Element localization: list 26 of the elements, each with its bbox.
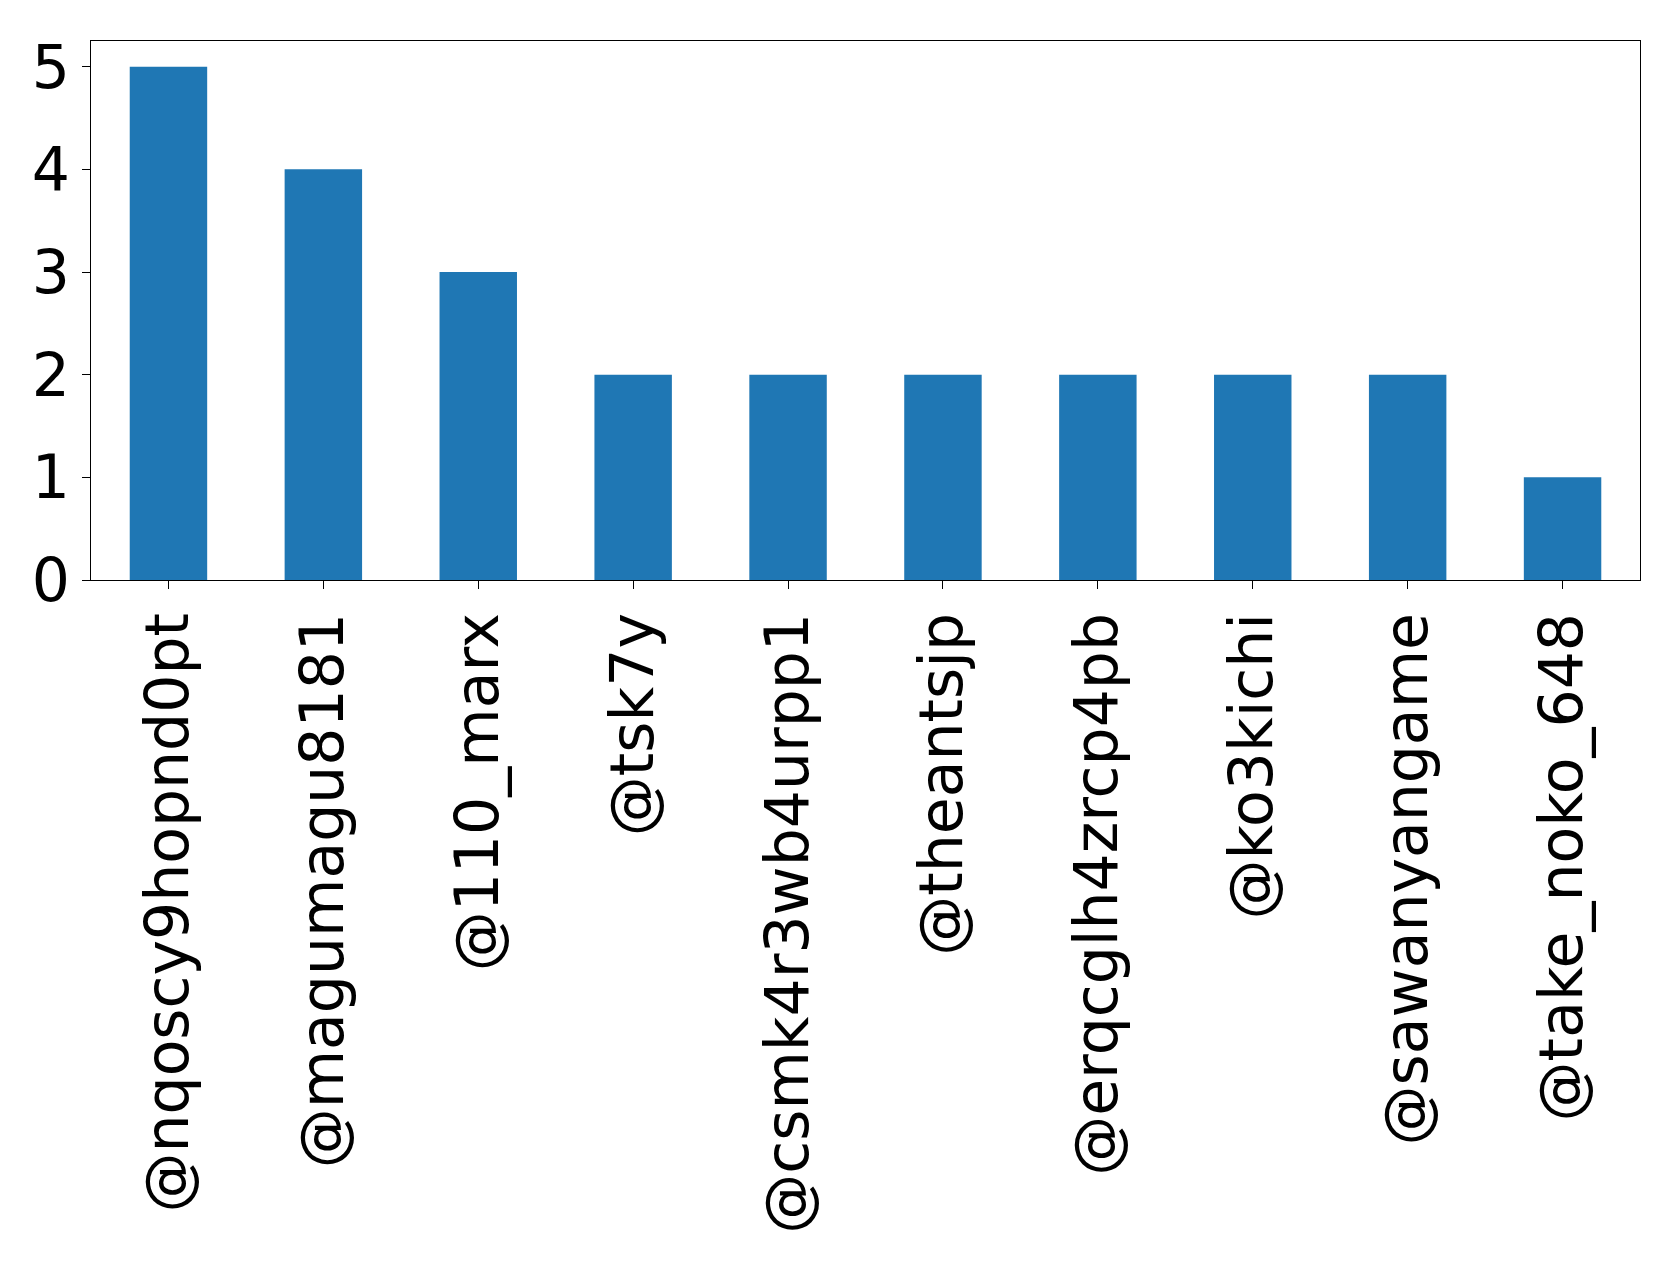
x-tick-label: @erqcglh4zrcp4pb xyxy=(1061,613,1132,1176)
x-tick-label: @magumagu8181 xyxy=(286,613,357,1169)
y-tick-label: 0 xyxy=(31,545,70,615)
bar xyxy=(1059,374,1137,580)
x-tick-label: @theantsjp xyxy=(906,613,977,956)
bar xyxy=(439,272,517,580)
bar xyxy=(1214,374,1292,580)
bar xyxy=(749,374,827,580)
x-tick-label: @sawanyangame xyxy=(1371,613,1442,1146)
y-tick-label: 1 xyxy=(31,442,70,513)
y-tick-label: 5 xyxy=(31,31,70,102)
x-tick-label: @tsk7y xyxy=(596,613,667,837)
bar xyxy=(904,374,982,580)
bar xyxy=(284,169,363,580)
x-tick-label: @ko3kichi xyxy=(1216,613,1287,920)
bar xyxy=(1368,374,1447,580)
x-tick-label: @csmk4r3wb4urpp1 xyxy=(751,613,822,1234)
x-tick-label: @nqoscy9hopnd0pt xyxy=(131,613,202,1213)
y-tick-label: 2 xyxy=(31,339,70,410)
x-tick-label: @take_noko_648 xyxy=(1526,613,1597,1122)
y-tick-label: 3 xyxy=(31,237,70,307)
bar xyxy=(129,66,208,580)
x-tick-label: @110_marx xyxy=(441,613,512,972)
y-tick-label: 4 xyxy=(31,134,70,205)
bar xyxy=(594,374,672,580)
bar xyxy=(1523,477,1602,580)
